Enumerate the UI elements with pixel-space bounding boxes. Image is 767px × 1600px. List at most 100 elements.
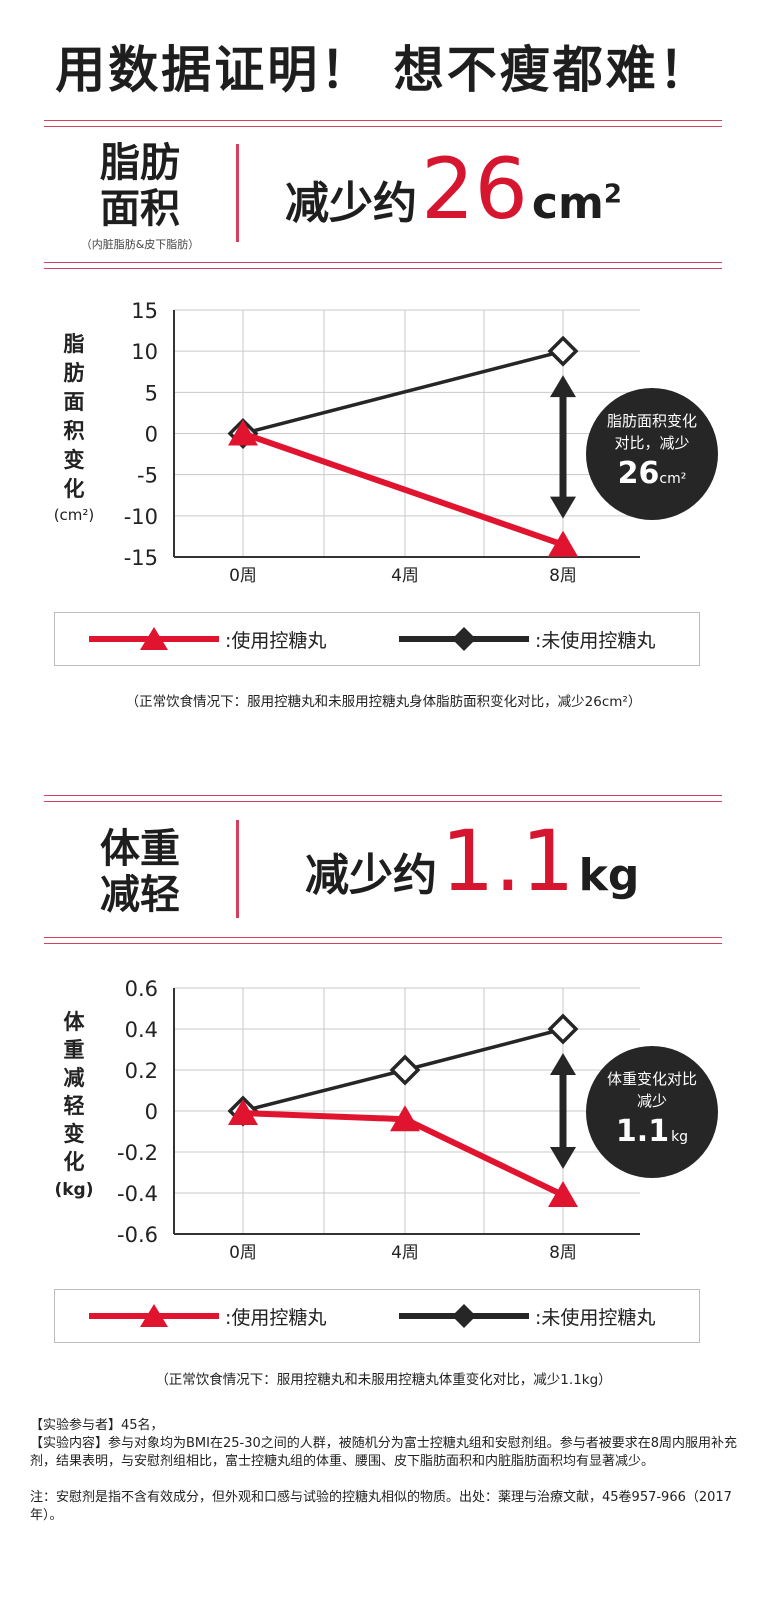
- ylabel-char: 体: [63, 1010, 85, 1034]
- data-point-triangle: [228, 1099, 258, 1126]
- callout-number: 26: [617, 456, 660, 491]
- ylabel-char: 积: [63, 419, 85, 443]
- fat-area-result: 减少约 26 cm2: [285, 140, 622, 238]
- callout-unit: kg: [671, 1129, 689, 1145]
- fat-area-ylabel: 脂肪面积变化 (cm²): [52, 330, 96, 524]
- ylabel-char: 化: [63, 1150, 85, 1174]
- y-tick-label: 0.4: [125, 1018, 158, 1042]
- x-tick-label: 8周: [549, 1243, 577, 1263]
- ylabel-char: 变: [63, 448, 85, 472]
- x-tick-label: 4周: [391, 566, 419, 586]
- callout-number: 1.1: [615, 1114, 670, 1149]
- y-tick-label: -0.6: [117, 1223, 158, 1247]
- legend-item-unused: :未使用控糖丸: [399, 613, 655, 665]
- result-unit: cm2: [532, 178, 622, 229]
- range-arrow-head-down: [550, 496, 576, 519]
- series-line: [242, 349, 564, 436]
- callout-line1: 体重变化对比: [606, 1070, 697, 1088]
- callout-value: 1.1 kg: [586, 1114, 718, 1149]
- y-tick-label: -15: [124, 546, 158, 570]
- range-arrow-head-up: [550, 1053, 576, 1075]
- weight-label-line1: 体重: [100, 826, 180, 872]
- x-tick-label: 0周: [229, 566, 257, 586]
- weight-chart: 0.6 0.4 0.2 0 -0.2 -0.4 -0.6 0周 4周 8周: [117, 977, 640, 1263]
- callout-line2: 对比，减少: [614, 434, 690, 452]
- legend-label-unused: :未使用控糖丸: [535, 1306, 656, 1329]
- section-divider-top: [44, 120, 722, 127]
- y-tick-label: -5: [137, 464, 158, 488]
- weight-caption: （正常饮食情况下：服用控糖丸和未服用控糖丸体重变化对比，减少1.1kg）: [155, 1372, 612, 1388]
- legend-item-used: :使用控糖丸: [89, 1290, 326, 1342]
- fat-area-chart: 15 10 5 0 -5 -10 -15 0周 4周 8周: [124, 299, 640, 586]
- triangle-marker-icon: [89, 1304, 219, 1327]
- ylabel-char: 脂: [63, 332, 85, 356]
- weight-callout: 体重变化对比 减少 1.1 kg: [586, 1046, 718, 1178]
- ylabel-char: 轻: [63, 1094, 85, 1118]
- data-point-diamond: [389, 1054, 421, 1086]
- result-unit-text: cm: [531, 178, 604, 229]
- ylabel-unit: (cm²): [53, 506, 95, 524]
- result-prefix: 减少约: [285, 178, 417, 229]
- legend-item-used: :使用控糖丸: [89, 613, 326, 665]
- result-prefix: 减少约: [305, 850, 437, 901]
- weight-result: 减少约 1.1 kg: [305, 812, 639, 910]
- legend-label-used: :使用控糖丸: [225, 629, 327, 652]
- callout-value: 26cm²: [586, 456, 718, 491]
- section-divider-bottom: [44, 262, 722, 269]
- ylabel-char: 化: [63, 477, 85, 501]
- y-tick-label: 0: [145, 1100, 158, 1124]
- ylabel-unit: (kg): [54, 1180, 94, 1200]
- result-unit: kg: [578, 850, 640, 901]
- data-point-triangle: [228, 419, 258, 446]
- data-point-diamond: [547, 335, 579, 367]
- y-tick-label: 0: [145, 423, 158, 447]
- ylabel-char: 变: [63, 1122, 85, 1146]
- chart-series: [227, 1013, 579, 1208]
- fat-area-callout: 脂肪面积变化 对比，减少 26cm²: [586, 388, 718, 520]
- weight-ylabel: 体重减轻变化 (kg): [52, 1008, 96, 1200]
- data-point-triangle: [548, 530, 578, 557]
- range-arrow-head-up: [550, 375, 576, 398]
- x-tick-label: 8周: [549, 566, 577, 586]
- legend-label-used: :使用控糖丸: [225, 1306, 327, 1329]
- header-separator: [236, 144, 239, 242]
- weight-label: 体重 减轻: [60, 826, 220, 918]
- footnote-note: 注：安慰剂是指不含有效成分，但外观和口感与试验的控糖丸相似的物质。出处：薬理与治…: [30, 1490, 732, 1523]
- header-separator: [236, 820, 239, 918]
- y-tick-label: 0.6: [125, 977, 158, 1001]
- legend-label-unused: :未使用控糖丸: [535, 629, 656, 652]
- callout-unit: cm²: [659, 471, 687, 487]
- fat-area-note: （内脏脂肪&皮下脂肪）: [80, 238, 200, 251]
- ylabel-char: 面: [63, 390, 85, 414]
- triangle-marker-icon: [89, 627, 219, 650]
- y-tick-label: -0.4: [117, 1182, 158, 1206]
- experiment-footnote: 【实验参与者】45名， 【实验内容】参与对象均为BMI在25-30之间的人群，被…: [30, 1417, 742, 1525]
- data-point-triangle: [548, 1181, 578, 1208]
- x-tick-label: 0周: [229, 1243, 257, 1263]
- ylabel-char: 减: [63, 1066, 85, 1090]
- legend-item-unused: :未使用控糖丸: [399, 1290, 655, 1342]
- weight-label-line2: 减轻: [100, 872, 180, 918]
- y-tick-label: 10: [131, 340, 158, 364]
- fat-area-caption: （正常饮食情况下：服用控糖丸和未服用控糖丸身体脂肪面积变化对比，减少26cm²）: [125, 694, 642, 710]
- chart-ticks: 0.6 0.4 0.2 0 -0.2 -0.4 -0.6 0周 4周 8周: [117, 977, 577, 1263]
- result-unit-sup: 2: [603, 179, 622, 210]
- diamond-marker-icon: [399, 1304, 529, 1328]
- y-tick-label: -10: [124, 505, 158, 529]
- callout-line2: 减少: [636, 1092, 667, 1110]
- y-tick-label: 15: [131, 299, 158, 323]
- footnote-participants: 【实验参与者】45名，: [30, 1418, 164, 1433]
- weight-legend: :使用控糖丸 :未使用控糖丸: [54, 1289, 700, 1343]
- section-divider-bottom: [44, 937, 722, 944]
- ylabel-char: 肪: [63, 361, 85, 385]
- page-title: 用数据证明！ 想不瘦都难！: [55, 41, 712, 99]
- y-tick-label: -0.2: [117, 1141, 158, 1165]
- series-line: [242, 430, 564, 548]
- data-point-diamond: [547, 1013, 579, 1045]
- diamond-marker-icon: [399, 627, 529, 651]
- result-number: 26: [421, 140, 528, 238]
- footnote-content: 【实验内容】参与对象均为BMI在25-30之间的人群，被随机分为富士控糖丸组和安…: [30, 1436, 738, 1469]
- chart-ticks: 15 10 5 0 -5 -10 -15 0周 4周 8周: [124, 299, 577, 586]
- fat-area-label-line1: 脂肪: [100, 140, 180, 186]
- result-number: 1.1: [441, 812, 575, 910]
